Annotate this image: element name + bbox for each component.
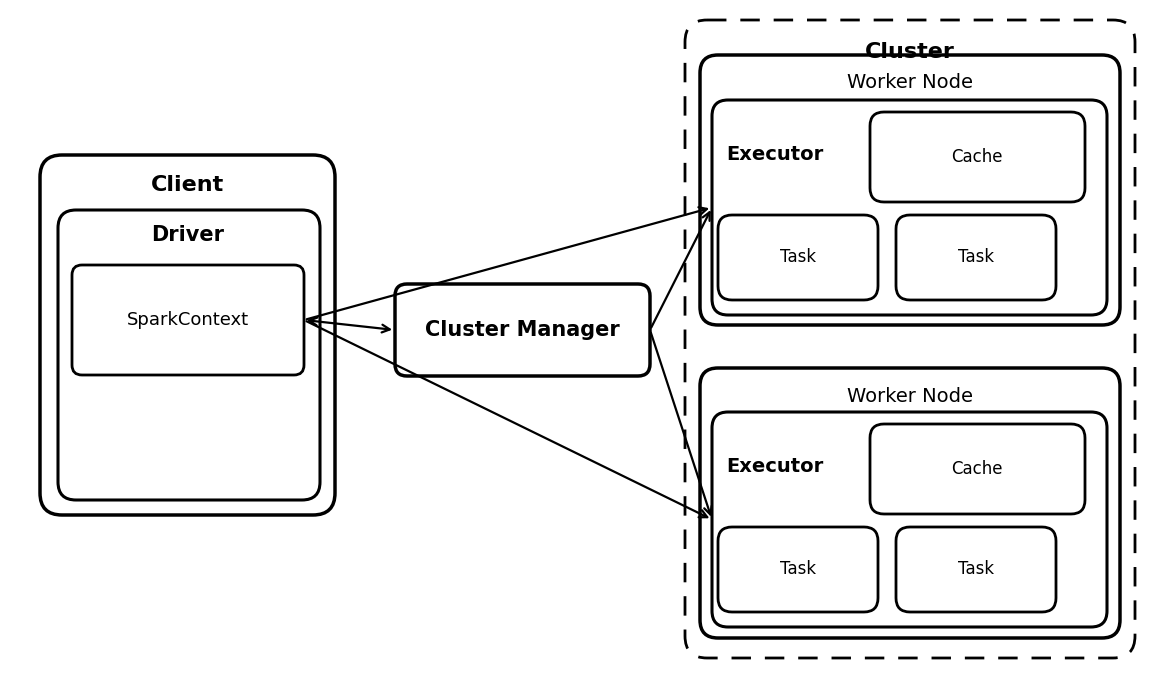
FancyBboxPatch shape (896, 527, 1056, 612)
FancyBboxPatch shape (870, 424, 1085, 514)
FancyBboxPatch shape (700, 368, 1120, 638)
FancyBboxPatch shape (718, 215, 878, 300)
FancyBboxPatch shape (40, 155, 335, 515)
FancyBboxPatch shape (870, 112, 1085, 202)
FancyBboxPatch shape (58, 210, 320, 500)
Text: SparkContext: SparkContext (127, 311, 249, 329)
FancyBboxPatch shape (700, 55, 1120, 325)
FancyBboxPatch shape (896, 215, 1056, 300)
Text: Worker Node: Worker Node (847, 73, 973, 92)
Text: Task: Task (957, 248, 994, 266)
Text: Task: Task (957, 560, 994, 578)
FancyBboxPatch shape (711, 100, 1106, 315)
Text: Client: Client (151, 175, 224, 195)
FancyBboxPatch shape (395, 284, 650, 376)
Text: Cache: Cache (952, 148, 1003, 166)
Text: Cache: Cache (952, 460, 1003, 478)
Text: Task: Task (780, 560, 817, 578)
Text: Cluster: Cluster (865, 42, 955, 62)
FancyBboxPatch shape (685, 20, 1135, 658)
FancyBboxPatch shape (718, 527, 878, 612)
Text: Cluster Manager: Cluster Manager (425, 320, 619, 340)
Text: Driver: Driver (151, 225, 224, 245)
Text: Executor: Executor (726, 146, 824, 165)
Text: Worker Node: Worker Node (847, 386, 973, 405)
FancyBboxPatch shape (72, 265, 304, 375)
FancyBboxPatch shape (711, 412, 1106, 627)
Text: Task: Task (780, 248, 817, 266)
Text: Executor: Executor (726, 458, 824, 477)
